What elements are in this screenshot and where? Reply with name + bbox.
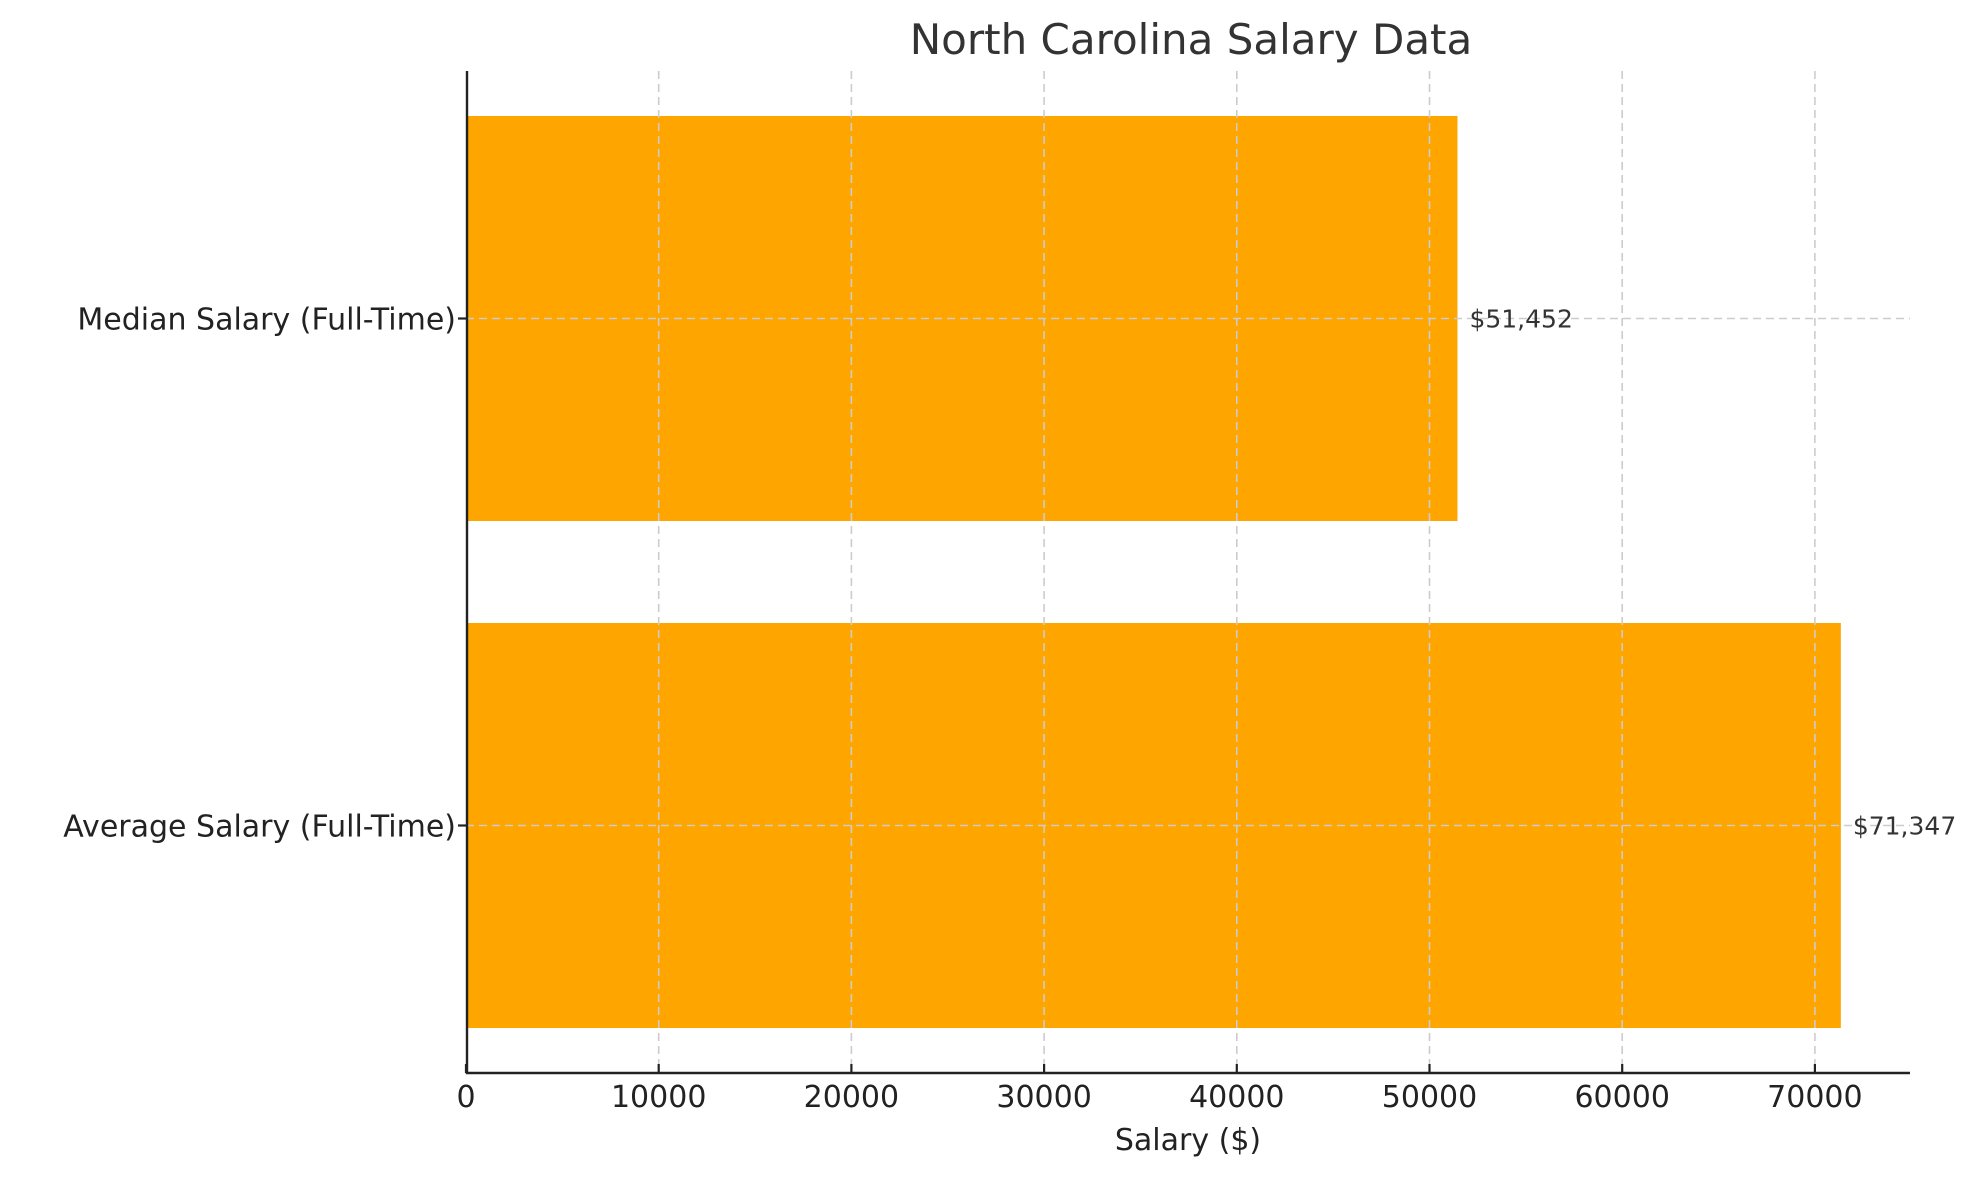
x-tick-label: 10000: [611, 1080, 706, 1115]
y-axis-ticks: Median Salary (Full-Time) Average Salary …: [63, 303, 466, 845]
value-label: $71,347: [1853, 812, 1956, 841]
x-axis-ticks: 0 10000 20000 30000 40000 50000 60000 70000: [456, 1064, 1863, 1115]
x-tick-label: 30000: [996, 1080, 1091, 1115]
bar: [466, 623, 1841, 1028]
x-axis-label: Salary ($): [1115, 1123, 1261, 1158]
bars-group: [466, 116, 1841, 1028]
value-labels: $51,452 $71,347: [1469, 305, 1956, 841]
y-tick-label: Average Salary (Full-Time): [63, 810, 456, 845]
x-tick-label: 0: [456, 1080, 475, 1115]
horizontal-gridlines: [466, 317, 1910, 827]
x-tick-label: 40000: [1189, 1080, 1284, 1115]
vertical-gridlines: [657, 71, 1816, 1073]
x-tick-label: 20000: [804, 1080, 899, 1115]
x-tick-label: 50000: [1382, 1080, 1477, 1115]
x-tick-label: 70000: [1767, 1080, 1862, 1115]
chart-title: North Carolina Salary Data: [910, 15, 1473, 64]
y-tick-label: Median Salary (Full-Time): [77, 303, 456, 338]
x-tick-label: 60000: [1574, 1080, 1669, 1115]
value-label: $51,452: [1469, 305, 1572, 334]
